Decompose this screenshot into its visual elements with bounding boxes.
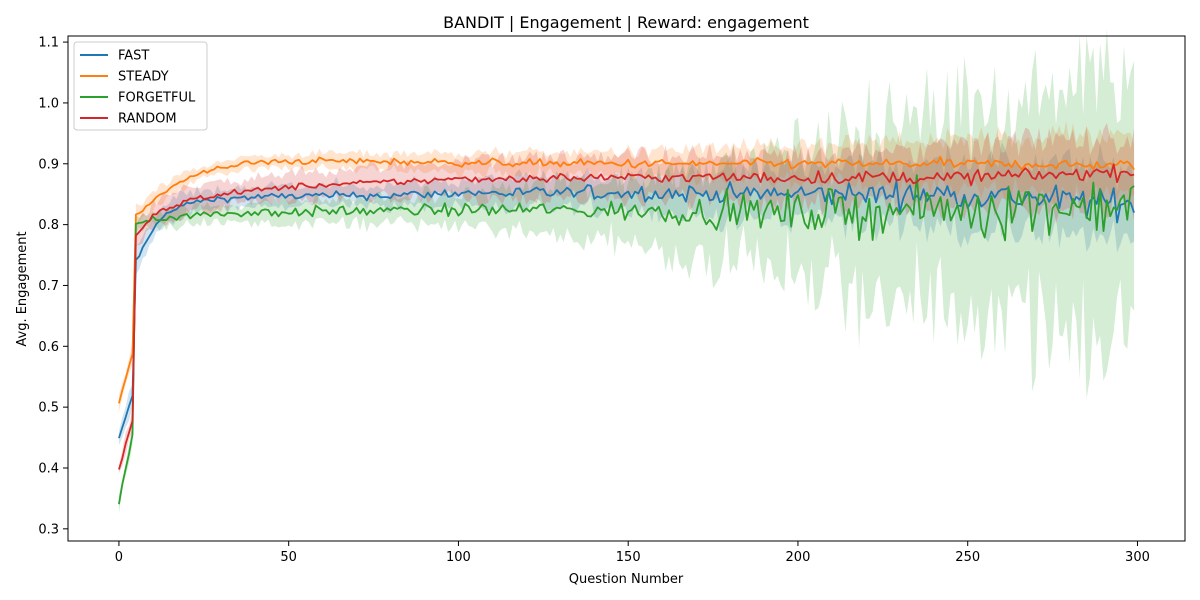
x-tick-label: 300 [1125, 550, 1150, 565]
x-tick-label: 50 [280, 550, 297, 565]
series-line-steady [118, 156, 1135, 404]
y-tick-label: 0.9 [38, 157, 59, 172]
series-lines [118, 156, 1135, 505]
x-tick-label: 0 [115, 550, 123, 565]
legend-box [73, 41, 208, 131]
x-tick-label: 150 [616, 550, 641, 565]
series-line-random [118, 163, 1135, 470]
y-axis-label: Avg. Engagement [15, 231, 30, 346]
x-axis-ticks: 0 50 100 150 200 250 300 [115, 541, 1150, 565]
x-axis-label: Question Number [569, 572, 684, 587]
band-steady [118, 121, 1135, 412]
band-forgetful [118, 29, 1135, 515]
y-tick-label: 0.4 [38, 461, 59, 476]
y-axis-ticks: 0.3 0.4 0.5 0.6 0.7 0.8 0.9 1.0 1.1 [38, 36, 68, 537]
legend-label-fast: FAST [118, 49, 149, 64]
series-line-forgetful [118, 174, 1135, 505]
legend: FAST STEADY FORGETFUL RANDOM [73, 41, 208, 131]
legend-label-steady: STEADY [118, 70, 169, 85]
x-tick-label: 250 [955, 550, 980, 565]
x-tick-label: 100 [446, 550, 471, 565]
plot-frame [67, 35, 1186, 542]
y-tick-label: 0.3 [38, 522, 59, 537]
x-tick-label: 200 [786, 550, 811, 565]
y-tick-label: 1.1 [38, 36, 59, 51]
legend-label-random: RANDOM [118, 112, 177, 127]
y-tick-label: 0.7 [38, 279, 59, 294]
series-line-fast [118, 180, 1135, 439]
legend-label-forgetful: FORGETFUL [118, 91, 196, 106]
y-tick-label: 0.5 [38, 401, 59, 416]
y-tick-label: 0.6 [38, 340, 59, 355]
confidence-bands [118, 29, 1135, 515]
chart-title: BANDIT | Engagement | Reward: engagement [443, 13, 809, 32]
y-tick-label: 1.0 [38, 96, 59, 111]
y-tick-label: 0.8 [38, 218, 59, 233]
